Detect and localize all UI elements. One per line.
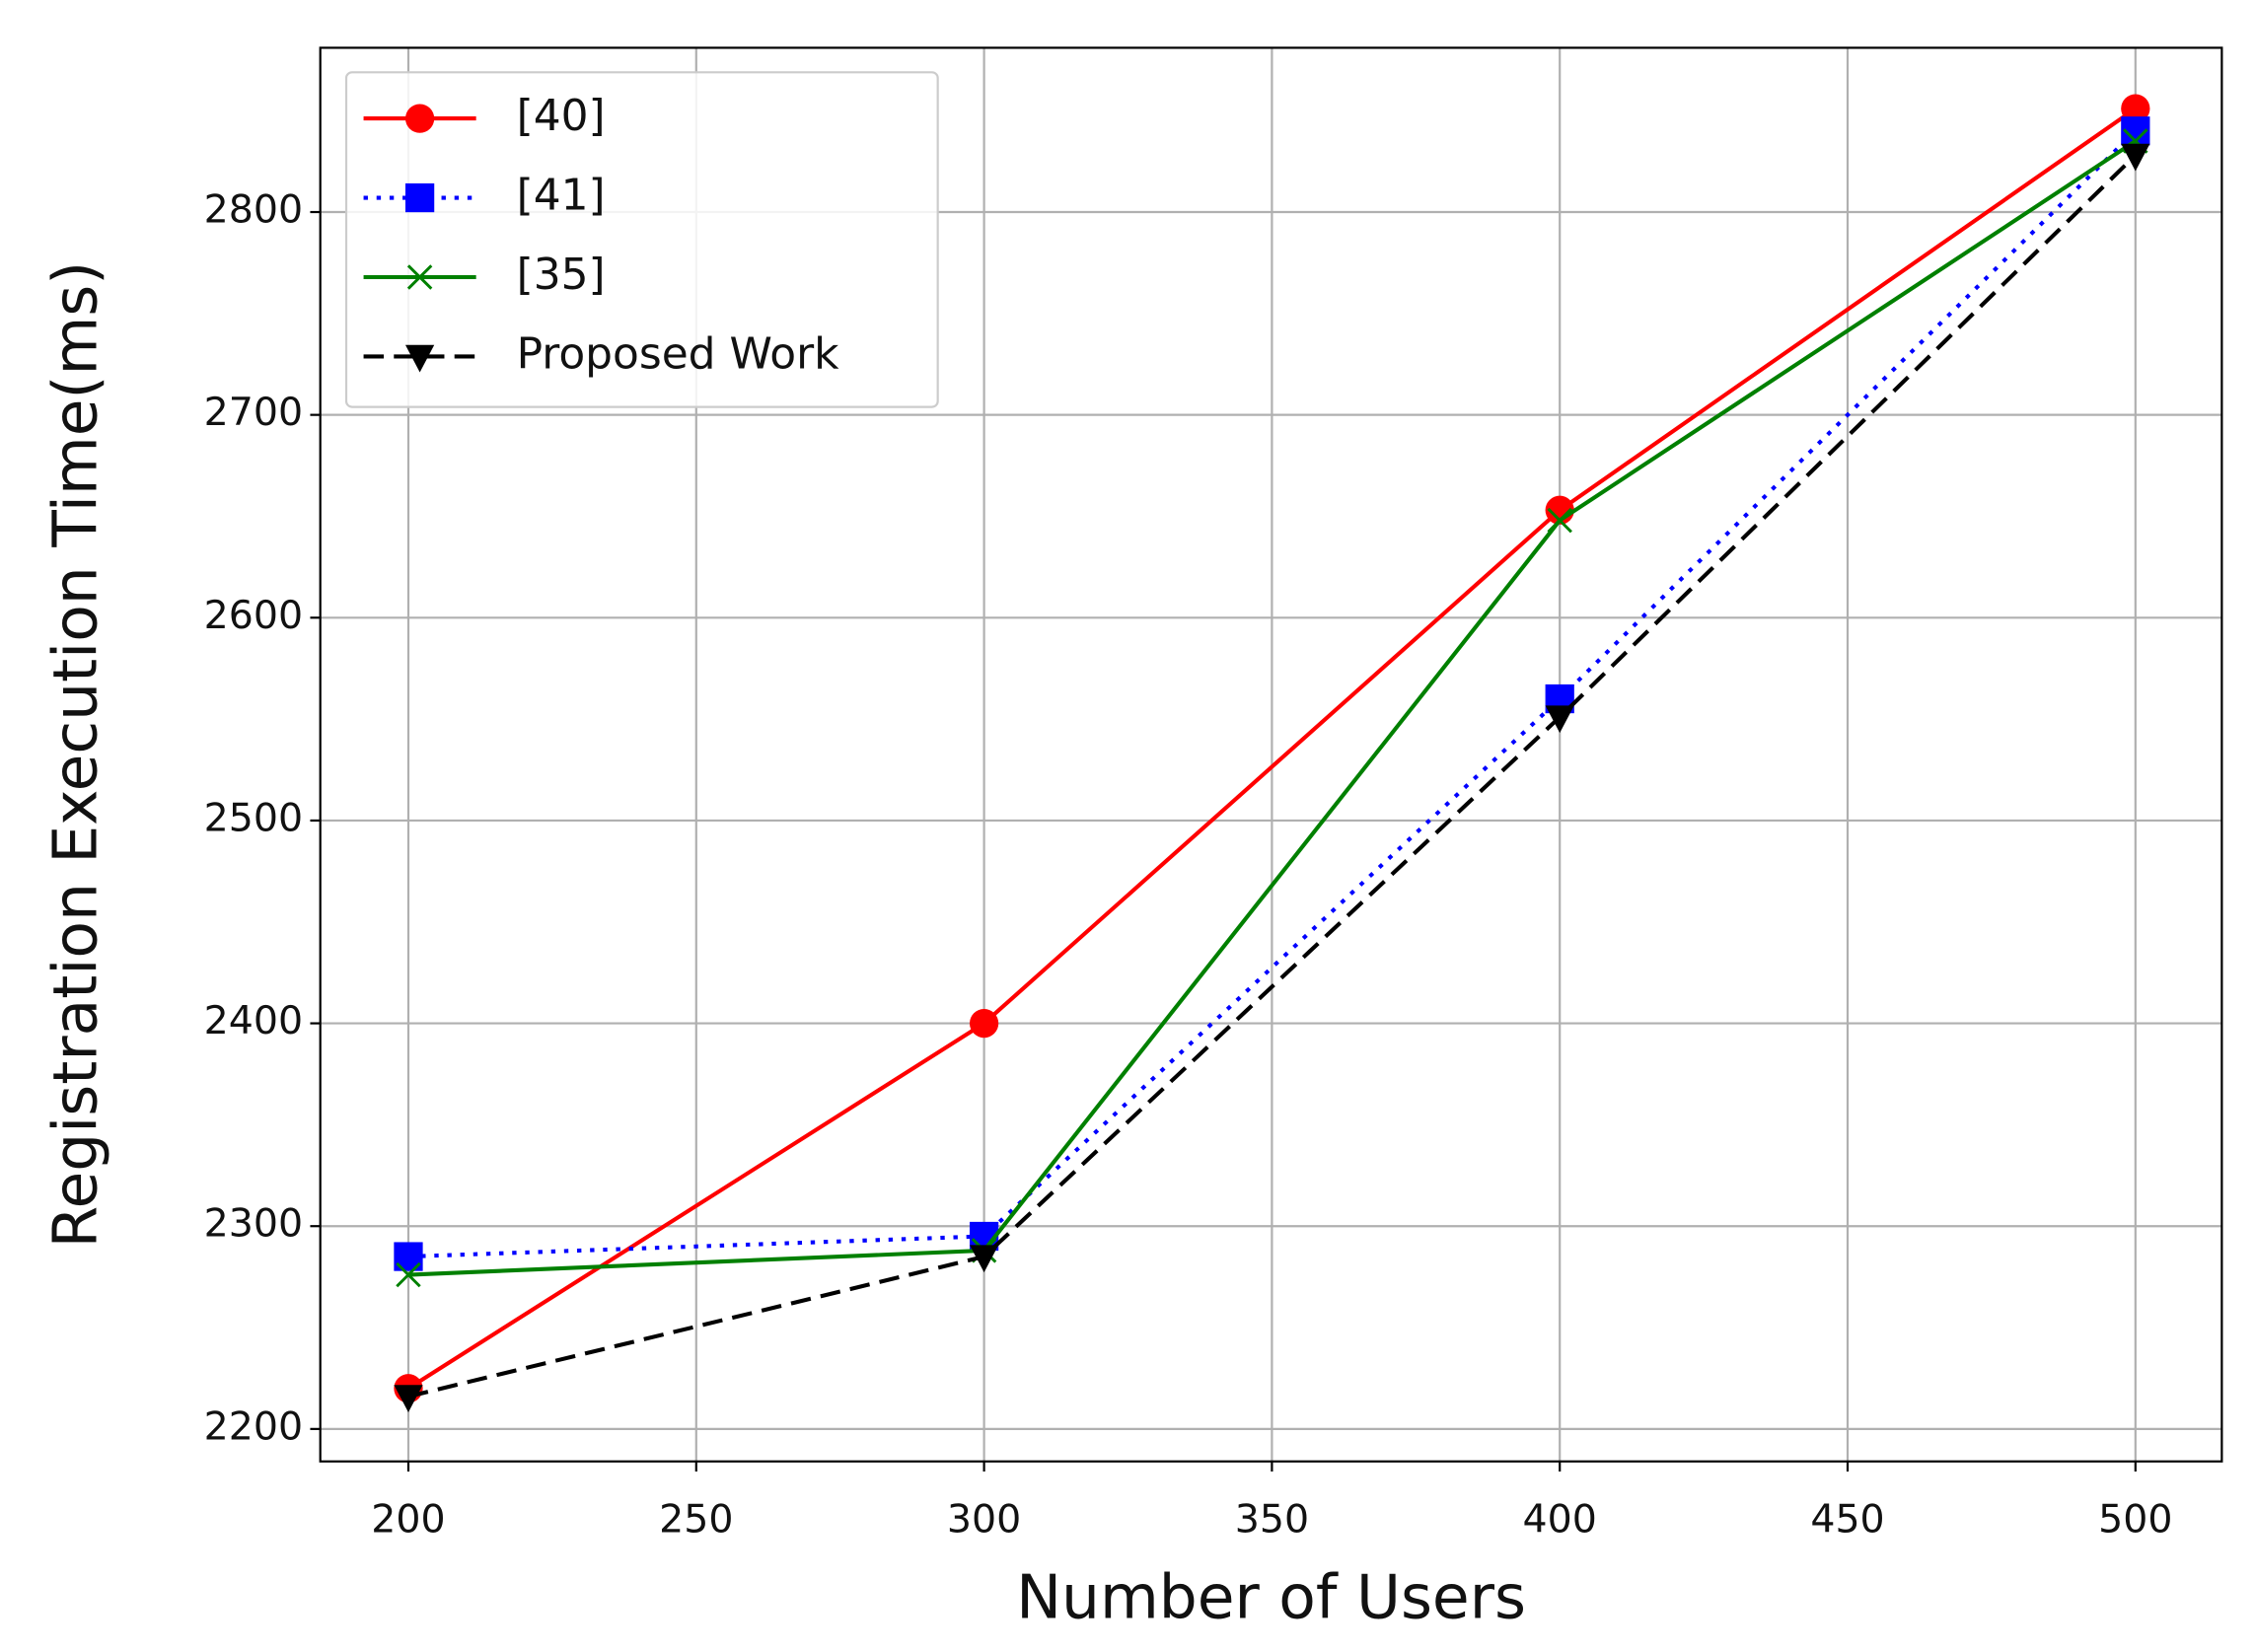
series-line — [406, 107, 2137, 1391]
data-point — [969, 1245, 999, 1273]
x-tick-label: 350 — [1235, 1497, 1309, 1543]
series-line — [407, 153, 2138, 1399]
y-axis-label: Registration Execution Time(ms) — [41, 261, 111, 1249]
data-point — [2121, 94, 2150, 123]
data-point — [394, 1385, 423, 1413]
series-line — [407, 139, 2137, 1277]
legend-label: [40] — [517, 91, 606, 141]
legend-label: [41] — [517, 171, 606, 221]
x-tick-label: 500 — [2098, 1497, 2172, 1543]
data-point — [1545, 705, 1574, 734]
x-tick-label: 400 — [1523, 1497, 1597, 1543]
legend-marker — [404, 104, 435, 133]
data-point — [969, 1008, 999, 1039]
legend-marker — [404, 344, 435, 373]
series-line — [407, 129, 2138, 1259]
data-point — [2121, 143, 2150, 172]
y-tick-label: 2500 — [204, 795, 303, 840]
plot-frame — [319, 46, 2223, 1463]
x-tick-label: 300 — [947, 1497, 1021, 1543]
data-point — [396, 1261, 421, 1288]
y-tick-label: 2600 — [204, 593, 303, 638]
legend-marker — [404, 182, 435, 213]
legend-box — [344, 71, 939, 408]
y-tick-label: 2300 — [204, 1201, 303, 1247]
legend-label: Proposed Work — [517, 328, 840, 379]
y-tick-label: 2700 — [204, 390, 303, 435]
y-tick-label: 2800 — [204, 187, 303, 233]
x-tick-label: 200 — [371, 1497, 445, 1543]
legend-label: [35] — [517, 250, 606, 300]
legend-marker — [406, 264, 433, 290]
y-tick-label: 2200 — [204, 1403, 303, 1449]
data-point — [1547, 507, 1572, 534]
x-axis-label: Number of Users — [1016, 1563, 1526, 1633]
x-tick-label: 450 — [1810, 1497, 1884, 1543]
x-tick-label: 250 — [659, 1497, 733, 1543]
y-tick-label: 2400 — [204, 998, 303, 1043]
